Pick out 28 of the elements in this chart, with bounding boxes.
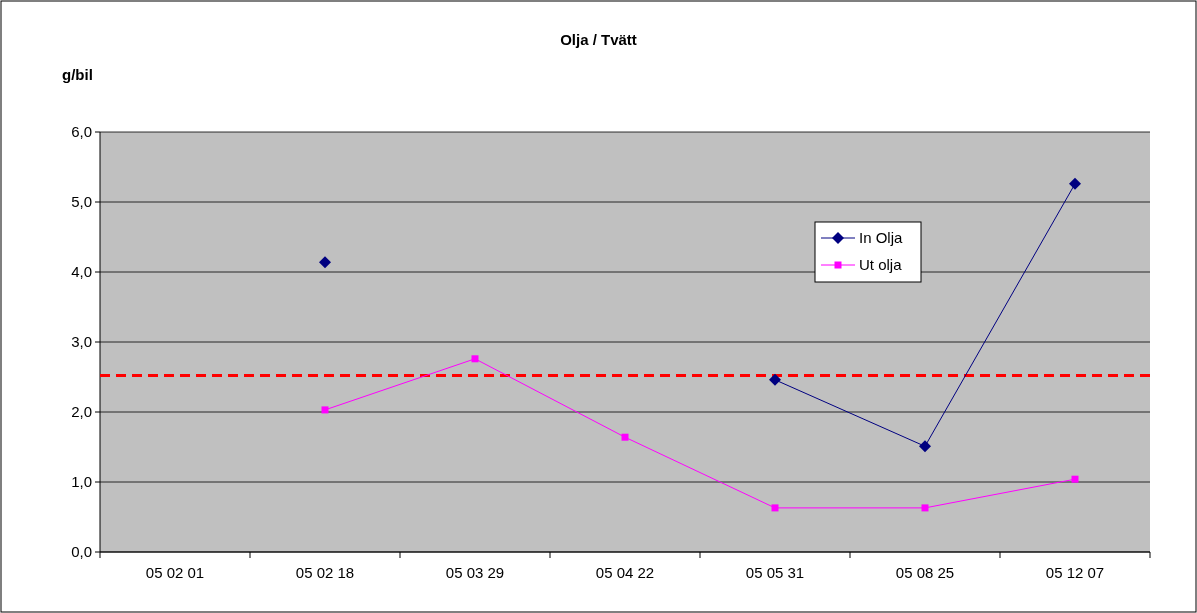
y-tick-label: 4,0 bbox=[71, 263, 92, 281]
point bbox=[621, 433, 629, 441]
point bbox=[319, 256, 331, 269]
y-tick-label: 2,0 bbox=[71, 403, 92, 421]
point bbox=[771, 504, 779, 512]
chart-title: Olja / Tvätt bbox=[560, 31, 637, 48]
point bbox=[471, 355, 479, 363]
point bbox=[1071, 475, 1079, 483]
y-tick-label: 5,0 bbox=[71, 193, 92, 211]
y-tick-label: 1,0 bbox=[71, 473, 92, 491]
x-tick-label: 05 12 07 bbox=[1045, 564, 1105, 581]
x-tick-label: 05 02 01 bbox=[145, 564, 205, 581]
point bbox=[921, 504, 929, 512]
legend-label: In Olja bbox=[859, 229, 904, 247]
y-tick-label: 0,0 bbox=[71, 543, 92, 561]
x-tick-label: 05 04 22 bbox=[595, 564, 655, 581]
point bbox=[1069, 177, 1081, 190]
y-tick-label: 6,0 bbox=[71, 123, 92, 141]
y-tick-label: 3,0 bbox=[71, 333, 92, 351]
x-tick-label: 05 05 31 bbox=[745, 564, 805, 581]
x-tick-label: 05 08 25 bbox=[895, 564, 955, 581]
point bbox=[919, 440, 931, 453]
legend-label: Ut olja bbox=[859, 256, 903, 274]
x-tick-label: 05 03 29 bbox=[445, 564, 505, 581]
point bbox=[769, 373, 781, 386]
x-tick-label: 05 02 18 bbox=[295, 564, 355, 581]
point bbox=[321, 406, 329, 414]
y-axis-title: g/bil bbox=[62, 66, 93, 83]
